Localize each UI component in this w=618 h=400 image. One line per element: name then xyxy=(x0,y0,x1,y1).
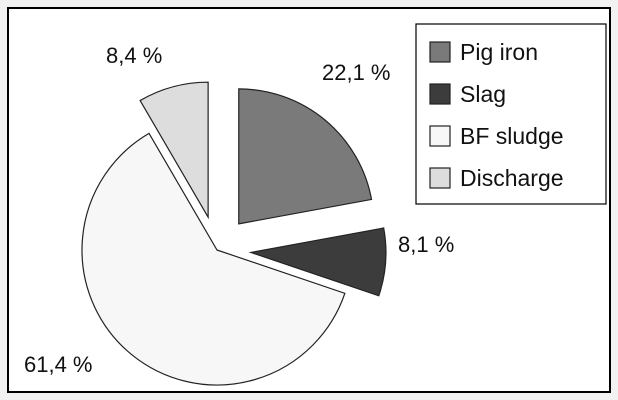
chart-legend: Pig iron Slag BF sludge Discharge xyxy=(415,23,607,205)
data-label-slag: 8,1 % xyxy=(398,232,454,257)
pie-slices xyxy=(81,81,387,386)
legend-swatch-slag xyxy=(429,83,451,105)
data-label-pig-iron: 22,1 % xyxy=(322,60,391,85)
pie-data-labels: 22,1 % 8,1 % 61,4 % 8,4 % xyxy=(24,43,454,377)
legend-swatch-pig-iron xyxy=(429,41,451,63)
legend-label-slag: Slag xyxy=(460,81,506,107)
pie-slice-discharge xyxy=(139,81,209,220)
legend-swatch-bf-sludge xyxy=(429,125,451,147)
legend-label-bf-sludge: BF sludge xyxy=(460,123,564,149)
data-label-discharge: 8,4 % xyxy=(106,43,162,68)
pie-slice-slag xyxy=(248,227,387,297)
pie-slice-bf-sludge xyxy=(81,132,346,386)
data-label-bf-sludge: 61,4 % xyxy=(24,352,93,377)
pie-slice-pig-iron xyxy=(238,88,373,225)
legend-swatch-discharge xyxy=(429,167,451,189)
legend-label-pig-iron: Pig iron xyxy=(460,39,538,65)
legend-label-discharge: Discharge xyxy=(460,165,564,191)
